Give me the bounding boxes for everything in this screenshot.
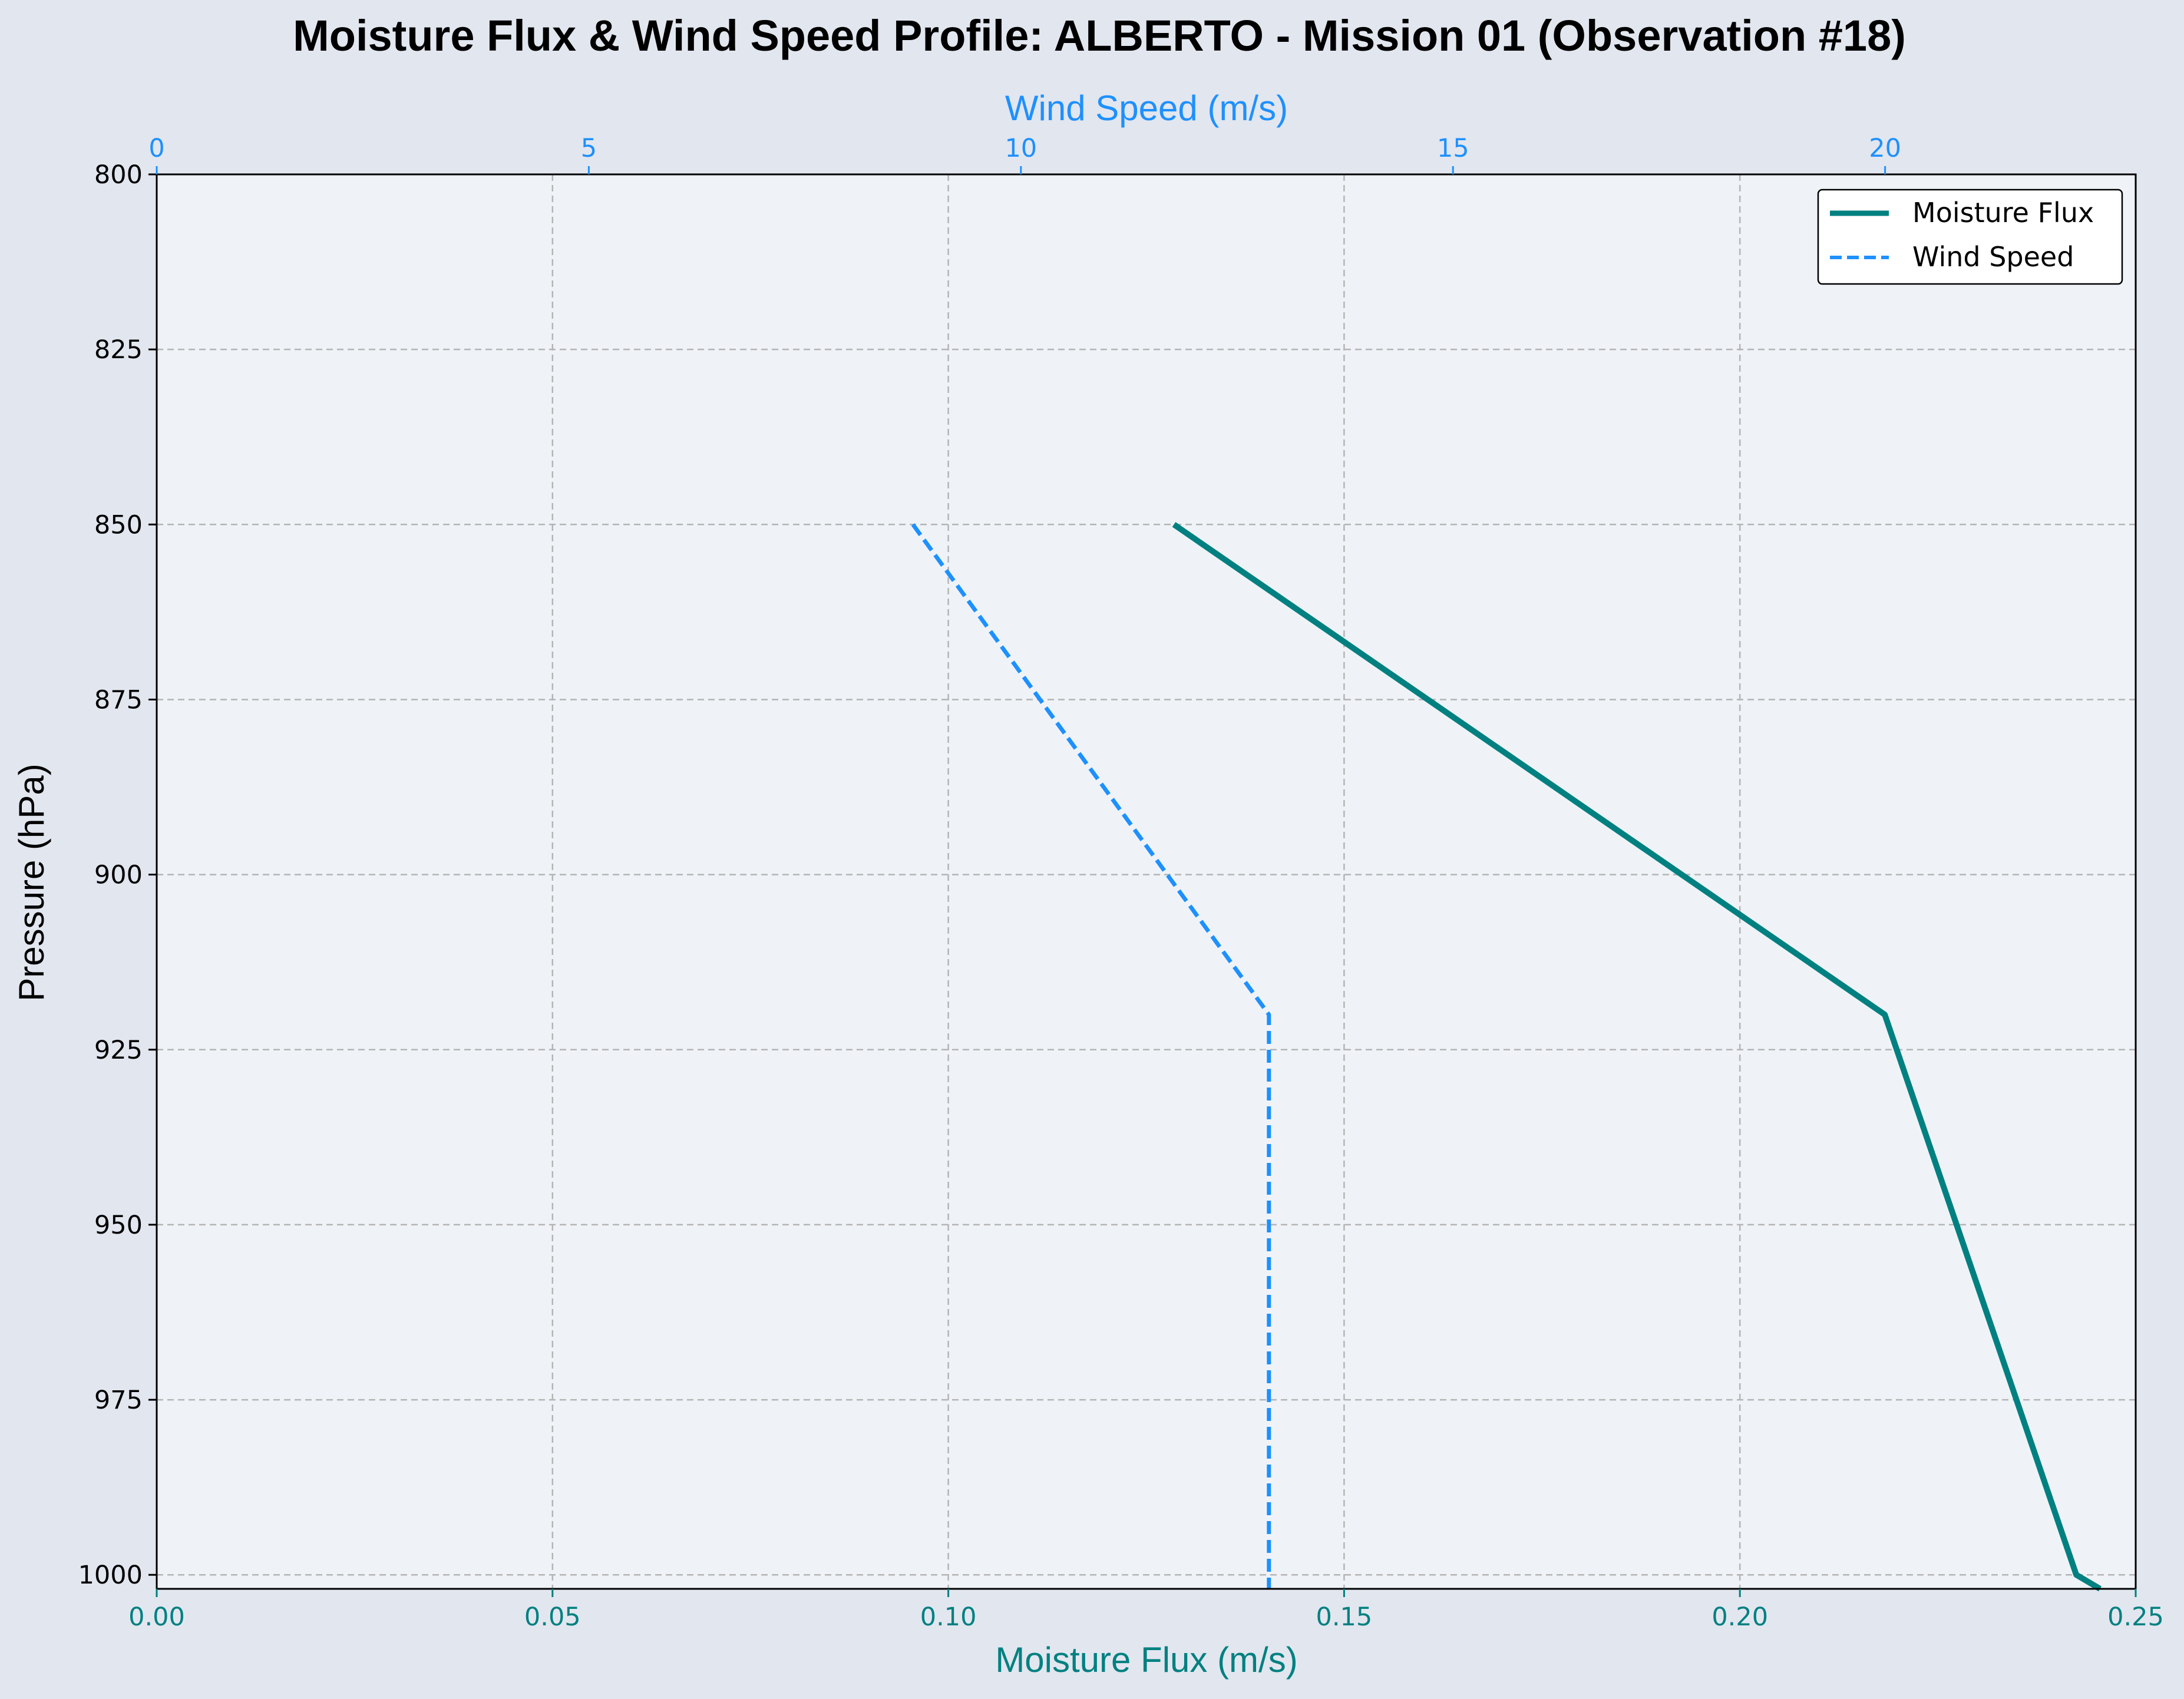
x-bottom-tick-label: 0.05 — [524, 1602, 581, 1632]
y-axis-label: Pressure (hPa) — [12, 763, 51, 1001]
x-bottom-tick-label: 0.20 — [1711, 1602, 1768, 1632]
y-tick-label: 875 — [94, 685, 143, 715]
x-bottom-tick-label: 0.25 — [2107, 1602, 2164, 1632]
x-top-tick-label: 10 — [1005, 134, 1037, 163]
x-top-tick-label: 20 — [1869, 134, 1901, 163]
y-tick-label: 950 — [94, 1211, 143, 1240]
legend-box — [1817, 189, 2123, 285]
y-tick-label: 800 — [94, 160, 143, 190]
y-tick-label: 1000 — [78, 1561, 143, 1590]
x-top-tick-label: 5 — [581, 134, 597, 163]
legend: Moisture Flux Wind Speed — [1817, 189, 2123, 285]
y-tick-label: 850 — [94, 510, 143, 540]
y-axis-ticks: 800 825 850 875 900 925 950 975 1000 — [78, 160, 157, 1590]
legend-label-moisture-flux: Moisture Flux — [1912, 197, 2094, 229]
x-top-tick-label: 15 — [1437, 134, 1469, 163]
plot-area — [157, 174, 2136, 1589]
x-bottom-axis-label: Moisture Flux (m/s) — [995, 1640, 1297, 1680]
x-top-tick-label: 0 — [148, 134, 164, 163]
y-tick-label: 900 — [94, 861, 143, 890]
series-layer — [911, 522, 2102, 1592]
x-bottom-tick-label: 0.00 — [128, 1602, 185, 1632]
x-bottom-tick-label: 0.15 — [1316, 1602, 1373, 1632]
chart-title: Moisture Flux & Wind Speed Profile: ALBE… — [293, 11, 1906, 60]
x-bottom-tick-label: 0.10 — [920, 1602, 977, 1632]
x-top-axis-label: Wind Speed (m/s) — [1005, 88, 1288, 128]
y-gridlines — [157, 173, 2136, 1576]
x-top-axis-ticks: 0 5 10 15 20 — [148, 134, 1901, 174]
legend-label-wind-speed: Wind Speed — [1912, 241, 2074, 273]
y-tick-label: 975 — [94, 1386, 143, 1415]
y-tick-label: 925 — [94, 1036, 143, 1065]
y-tick-label: 825 — [94, 335, 143, 365]
series-line-wind-speed — [911, 523, 1271, 1589]
series-line-moisture-flux — [1172, 522, 2102, 1592]
plot-frame — [156, 173, 2137, 1590]
x-bottom-axis-ticks: 0.00 0.05 0.10 0.15 0.20 0.25 — [128, 1589, 2164, 1632]
